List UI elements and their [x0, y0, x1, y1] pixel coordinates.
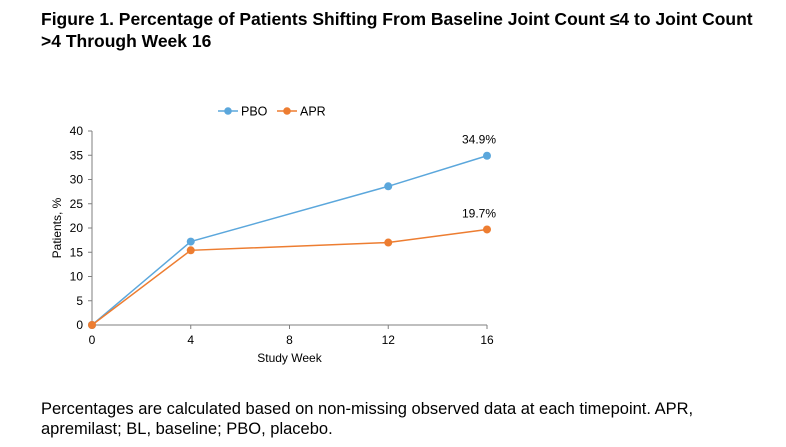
data-point-apr	[186, 246, 195, 255]
data-point-pbo	[483, 151, 491, 160]
x-tick-label: 0	[89, 333, 96, 347]
figure-footnote: Percentages are calculated based on non-…	[41, 400, 694, 438]
data-point-pbo	[186, 237, 195, 246]
data-point-pbo	[384, 182, 393, 191]
chart-legend: PBO APR	[218, 105, 326, 119]
legend-label-apr: APR	[300, 105, 326, 119]
x-tick-label: 4	[187, 333, 194, 347]
x-tick-label: 8	[286, 333, 293, 347]
y-tick-label: 15	[70, 245, 84, 259]
data-point-apr	[483, 225, 491, 234]
figure-title: Figure 1. Percentage of Patients Shiftin…	[41, 9, 753, 51]
series-line-apr	[91, 228, 488, 326]
y-tick-label: 20	[70, 221, 84, 235]
data-point-apr	[88, 321, 96, 329]
x-tick-label: 12	[382, 333, 396, 347]
data-point-apr	[384, 238, 393, 247]
y-tick-label: 40	[70, 124, 84, 138]
y-tick-label: 5	[76, 294, 83, 308]
series-line-pbo	[91, 155, 488, 326]
data-label-apr: 19.7%	[462, 206, 496, 220]
y-tick-label: 25	[70, 197, 84, 211]
legend-label-pbo: PBO	[241, 105, 268, 119]
x-axis-title: Study Week	[257, 351, 322, 365]
y-tick-label: 0	[76, 318, 83, 332]
x-tick-label: 16	[480, 333, 494, 347]
chart-series: 34.9% 19.7%	[88, 133, 496, 329]
y-tick-label: 30	[70, 173, 84, 187]
data-label-pbo: 34.9%	[462, 133, 496, 147]
y-tick-label: 10	[70, 270, 84, 284]
y-tick-label: 35	[70, 148, 84, 162]
chart-axes: 0 5 10 15 20 25 30 35 40 0 4 8 12 16 Study Week Patient…	[50, 124, 494, 365]
legend-marker-pbo	[224, 107, 232, 115]
y-axis-title: Patients, %	[50, 197, 64, 258]
legend-marker-apr	[283, 107, 291, 115]
